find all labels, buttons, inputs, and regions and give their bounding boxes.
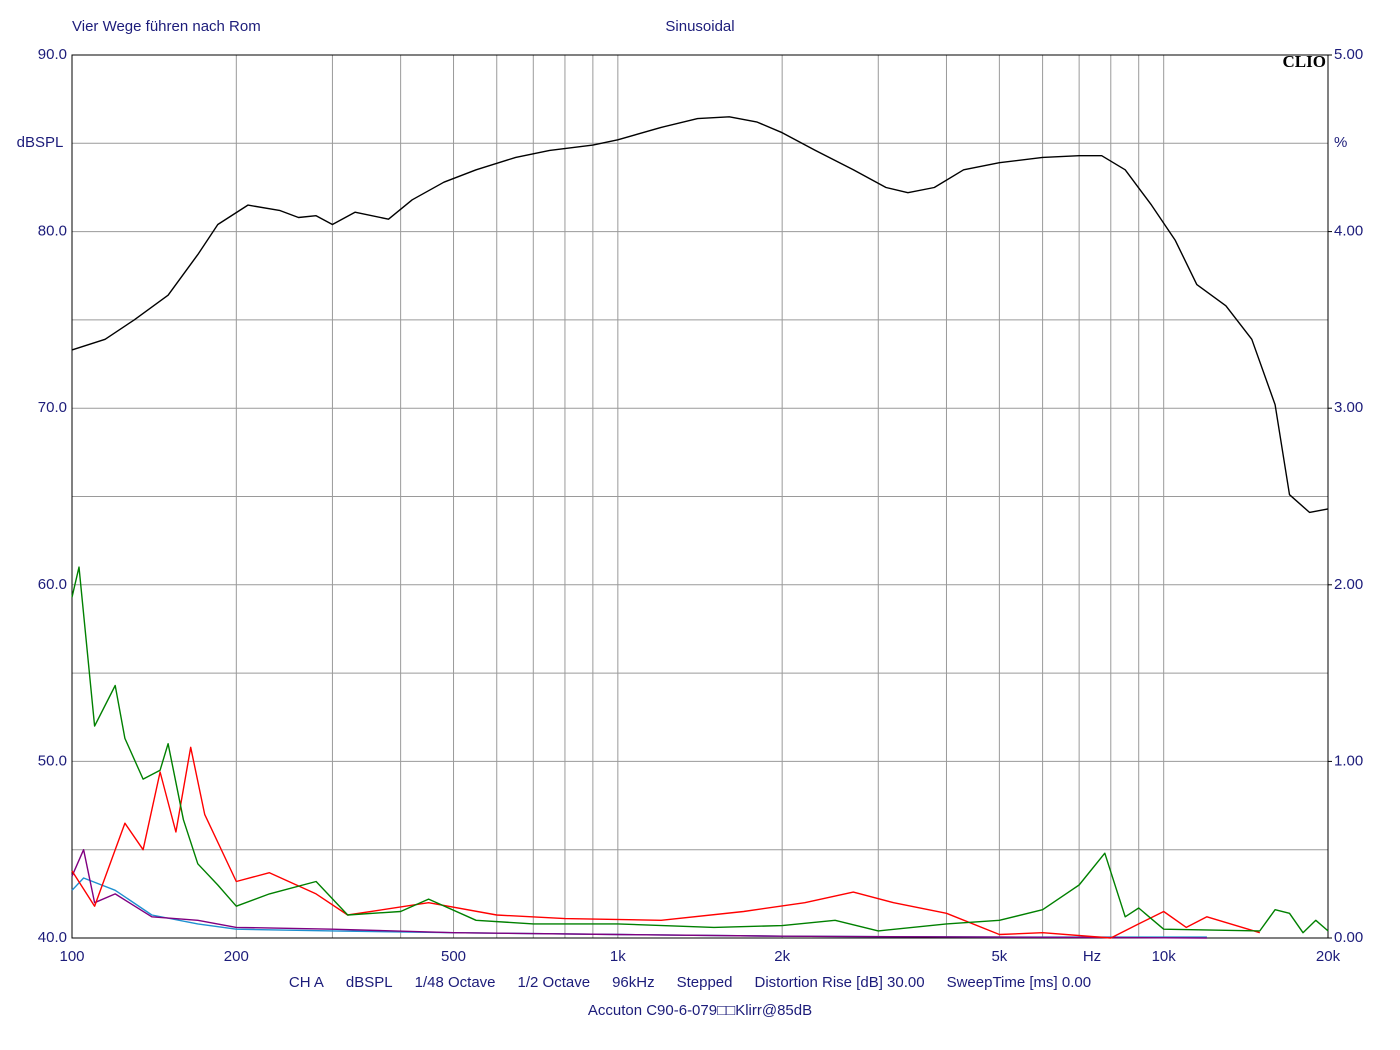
- y-tick-label: 70.0: [38, 399, 67, 416]
- series-line: [71, 746, 1261, 939]
- caption: Accuton C90-6-079□□Klirr@85dB: [587, 1002, 813, 1019]
- x-tick-label: 2k: [774, 948, 790, 965]
- series-line: [71, 566, 1329, 934]
- y-tick-label: 40.0: [38, 929, 67, 946]
- y2-tick-label: 0.00: [1334, 929, 1363, 946]
- info-item: Stepped: [676, 974, 733, 991]
- x-tick-label: 5k: [991, 948, 1007, 965]
- info-item: dBSPL: [345, 974, 393, 991]
- y2-axis-label: %: [1334, 134, 1347, 151]
- series-line: [71, 116, 1329, 514]
- x-tick-label: 10k: [1152, 948, 1177, 965]
- logo: CLIO: [1283, 52, 1326, 71]
- x-tick-label: 20k: [1316, 948, 1341, 965]
- x-tick-label: 500: [441, 948, 466, 965]
- y-tick-label: 50.0: [38, 752, 67, 769]
- info-item: 96kHz: [612, 974, 655, 991]
- series-line: [71, 849, 1207, 939]
- info-item: SweepTime [ms] 0.00: [946, 974, 1092, 991]
- chart-title: Vier Wege führen nach Rom: [72, 18, 261, 35]
- y2-tick-label: 1.00: [1334, 752, 1363, 769]
- info-item: Distortion Rise [dB] 30.00: [754, 974, 925, 991]
- x-tick-label: 100: [59, 948, 84, 965]
- y2-tick-label: 5.00: [1334, 46, 1363, 63]
- info-item: 1/48 Octave: [414, 974, 496, 991]
- y-tick-label: 60.0: [38, 576, 67, 593]
- x-tick-label: 200: [224, 948, 249, 965]
- y2-tick-label: 3.00: [1334, 399, 1363, 416]
- series-line: [71, 877, 1207, 938]
- x-tick-label: 1k: [610, 948, 626, 965]
- chart-subtitle: Sinusoidal: [665, 18, 734, 35]
- y-tick-label: 90.0: [38, 46, 67, 63]
- info-row: CH A dBSPL 1/48 Octave 1/2 Octave 96kHz Stepp…: [0, 974, 1380, 991]
- y2-tick-label: 2.00: [1334, 576, 1363, 593]
- y-axis-label: dBSPL: [17, 134, 64, 151]
- info-item: CH A: [288, 974, 324, 991]
- info-item: 1/2 Octave: [517, 974, 591, 991]
- x-axis-label: Hz: [1083, 948, 1101, 965]
- y-tick-label: 80.0: [38, 223, 67, 240]
- y2-tick-label: 4.00: [1334, 223, 1363, 240]
- plot-frame: [71, 54, 1329, 939]
